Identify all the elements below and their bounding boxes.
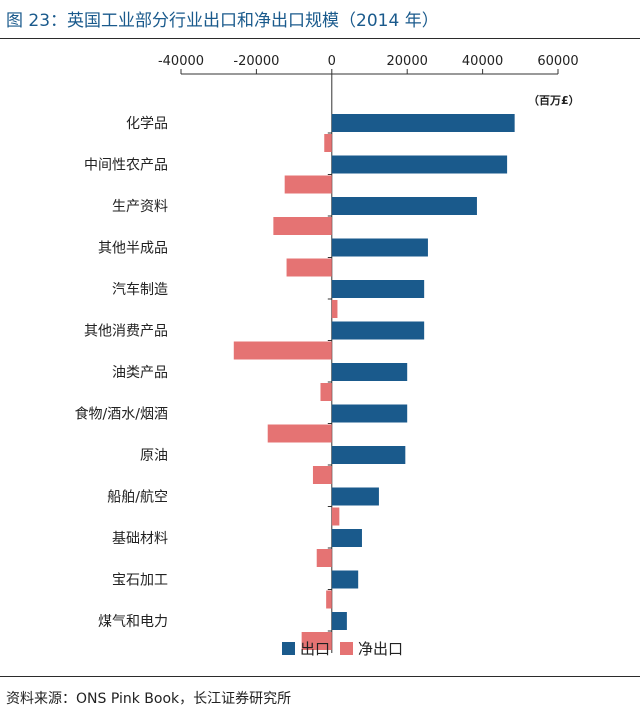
export-bar bbox=[331, 570, 359, 589]
export-bar bbox=[331, 155, 508, 174]
export-bar bbox=[331, 197, 477, 215]
category-label: 船舶/航空 bbox=[107, 490, 168, 506]
export-bar bbox=[331, 114, 515, 132]
net-export-bar bbox=[326, 590, 332, 609]
export-bar bbox=[331, 321, 425, 340]
source-note: 资料来源：ONS Pink Book，长江证券研究所 bbox=[6, 691, 292, 707]
unit-label: （百万£） bbox=[528, 94, 580, 107]
legend-label-export: 出口 bbox=[300, 640, 330, 658]
x-tick-label: 20000 bbox=[387, 54, 428, 69]
legend-swatch-net-export bbox=[340, 642, 353, 655]
category-label: 生产资料 bbox=[112, 199, 168, 215]
net-export-bar bbox=[267, 424, 332, 443]
category-label: 煤气和电力 bbox=[98, 614, 168, 630]
category-label: 其他半成品 bbox=[98, 241, 168, 257]
category-label: 化学品 bbox=[126, 116, 168, 132]
category-label: 基础材料 bbox=[112, 530, 168, 547]
net-export-bar bbox=[273, 217, 332, 235]
figure-title: 图 23：英国工业部分行业出口和净出口规模（2014 年） bbox=[6, 11, 439, 31]
export-bar bbox=[331, 612, 347, 630]
bottom-rule bbox=[0, 676, 640, 677]
net-export-bar bbox=[324, 134, 332, 152]
legend-swatch-export bbox=[282, 642, 295, 655]
category-label: 中间性农产品 bbox=[84, 158, 168, 174]
export-bar bbox=[331, 280, 425, 298]
category-label: 油类产品 bbox=[112, 365, 168, 381]
x-tick-label: 0 bbox=[328, 54, 336, 69]
x-tick-label: 60000 bbox=[537, 54, 578, 69]
net-export-bar bbox=[286, 258, 332, 277]
export-bar bbox=[331, 446, 406, 464]
net-export-bar bbox=[331, 507, 340, 526]
bar-chart: -40000 -20000 0 20000 40000 60000 化学品中间性农产品生产资… bbox=[75, 54, 580, 658]
export-bar bbox=[331, 363, 408, 381]
category-label: 原油 bbox=[140, 448, 168, 464]
net-export-bar bbox=[316, 549, 332, 567]
x-tick-label: -40000 bbox=[158, 54, 204, 69]
category-label: 其他消费产品 bbox=[84, 324, 168, 340]
net-export-bar bbox=[320, 383, 332, 401]
net-export-bar bbox=[331, 300, 338, 318]
export-bar bbox=[331, 238, 428, 257]
export-bar bbox=[331, 487, 379, 506]
net-export-bar bbox=[233, 341, 332, 360]
category-label: 宝石加工 bbox=[112, 573, 168, 589]
x-tick-label: 40000 bbox=[462, 54, 503, 69]
x-tick-label: -20000 bbox=[233, 54, 279, 69]
net-export-bar bbox=[284, 175, 332, 194]
net-export-bar bbox=[312, 466, 332, 484]
legend-label-net-export: 净出口 bbox=[358, 640, 403, 658]
category-label: 食物/酒水/烟酒 bbox=[75, 406, 168, 423]
top-rule bbox=[0, 38, 640, 39]
export-bar bbox=[331, 529, 362, 547]
net-export-bar bbox=[301, 632, 332, 650]
category-label: 汽车制造 bbox=[112, 281, 168, 298]
export-bar bbox=[331, 404, 408, 423]
